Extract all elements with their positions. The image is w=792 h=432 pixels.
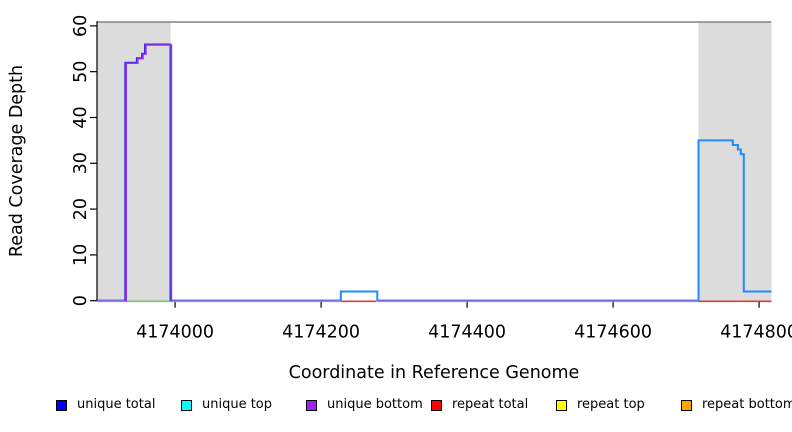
x-axis-title: Coordinate in Reference Genome <box>289 363 580 383</box>
unique-coverage-left-peak <box>124 43 171 301</box>
legend-swatch-icon <box>556 400 567 411</box>
legend-label: repeat bottom <box>702 397 792 412</box>
legend-swatch-icon <box>181 400 192 411</box>
x-tick-label: 4174800 <box>720 323 792 343</box>
x-tick-label: 4174000 <box>136 323 214 343</box>
repeat-region-left <box>97 21 171 301</box>
legend-item-repeat-top: repeat top <box>556 397 645 413</box>
legend-item-repeat-bottom: repeat bottom <box>681 397 792 413</box>
y-tick-label: 20 <box>71 198 91 220</box>
legend-item-repeat-total: repeat total <box>431 397 528 413</box>
legend-label: unique total <box>77 397 156 412</box>
y-tick-label: 60 <box>71 15 91 37</box>
legend-label: repeat top <box>577 397 645 412</box>
x-tick-label: 4174600 <box>574 323 652 343</box>
y-tick-label: 30 <box>71 152 91 174</box>
y-tick-label: 0 <box>71 295 91 306</box>
y-tick-label: 10 <box>71 244 91 266</box>
legend-item-unique-top: unique top <box>181 397 272 413</box>
legend-swatch-icon <box>681 400 692 411</box>
legend-item-unique-bottom: unique bottom <box>306 397 423 413</box>
legend-label: repeat total <box>452 397 529 412</box>
legend-swatch-icon <box>431 400 442 411</box>
unique-coverage-small-bump <box>339 290 379 301</box>
plot-layers: 4174000 4174200 4174400 4174600 4174800 0 10 20… <box>71 15 792 343</box>
y-tick-label: 40 <box>71 106 91 128</box>
y-axis-title: Read Coverage Depth <box>7 65 27 257</box>
x-tick-label: 4174400 <box>428 323 506 343</box>
legend-item-unique-total: unique total <box>56 397 155 413</box>
legend-label: unique top <box>202 397 273 412</box>
unique-coverage-left-peak <box>125 44 173 302</box>
x-tick-label: 4174200 <box>282 323 360 343</box>
repeat-region-right <box>698 21 772 301</box>
legend-swatch-icon <box>306 400 317 411</box>
unique-coverage-right-peak <box>697 139 772 301</box>
legend-swatch-icon <box>56 400 67 411</box>
y-tick-label: 50 <box>71 61 91 83</box>
legend-label: unique bottom <box>327 397 423 412</box>
coverage-plot: 4174000 4174200 4174400 4174600 4174800 0 10 20… <box>7 15 792 383</box>
